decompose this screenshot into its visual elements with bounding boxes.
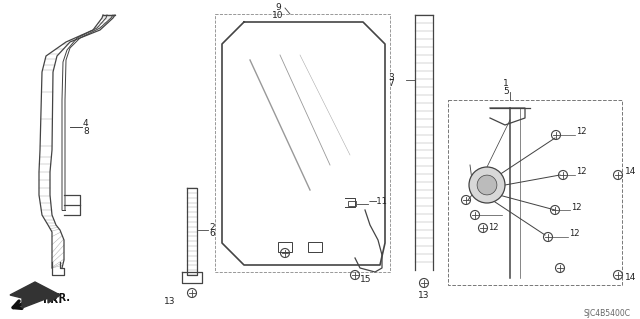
Text: 1: 1 — [503, 78, 509, 87]
Text: 12: 12 — [576, 167, 586, 176]
Text: 13: 13 — [419, 291, 429, 300]
Bar — [278, 242, 292, 252]
Text: 12: 12 — [576, 128, 586, 137]
Text: SJC4B5400C: SJC4B5400C — [583, 308, 630, 317]
Text: FR.: FR. — [52, 293, 70, 303]
Text: 10: 10 — [272, 11, 284, 19]
Text: 14: 14 — [625, 167, 636, 176]
Bar — [448, 100, 622, 285]
Text: 7: 7 — [388, 79, 394, 88]
Bar — [308, 242, 322, 252]
Text: 12: 12 — [488, 224, 499, 233]
Text: 6: 6 — [209, 229, 215, 239]
Text: 2: 2 — [209, 222, 214, 232]
Polygon shape — [10, 282, 60, 308]
Text: 5: 5 — [503, 86, 509, 95]
Text: 12: 12 — [569, 229, 579, 239]
Text: 13: 13 — [164, 298, 176, 307]
Circle shape — [477, 175, 497, 195]
Circle shape — [469, 167, 505, 203]
Text: 8: 8 — [83, 127, 89, 136]
Text: 12: 12 — [571, 203, 582, 211]
Text: 15: 15 — [360, 276, 371, 285]
Bar — [348, 201, 356, 206]
Bar — [215, 14, 390, 272]
Text: 14: 14 — [625, 273, 636, 283]
Text: 9: 9 — [275, 4, 281, 12]
Text: —11: —11 — [369, 197, 388, 205]
Text: 3: 3 — [388, 72, 394, 81]
Text: 4: 4 — [83, 120, 88, 129]
Text: FR.: FR. — [43, 295, 62, 305]
